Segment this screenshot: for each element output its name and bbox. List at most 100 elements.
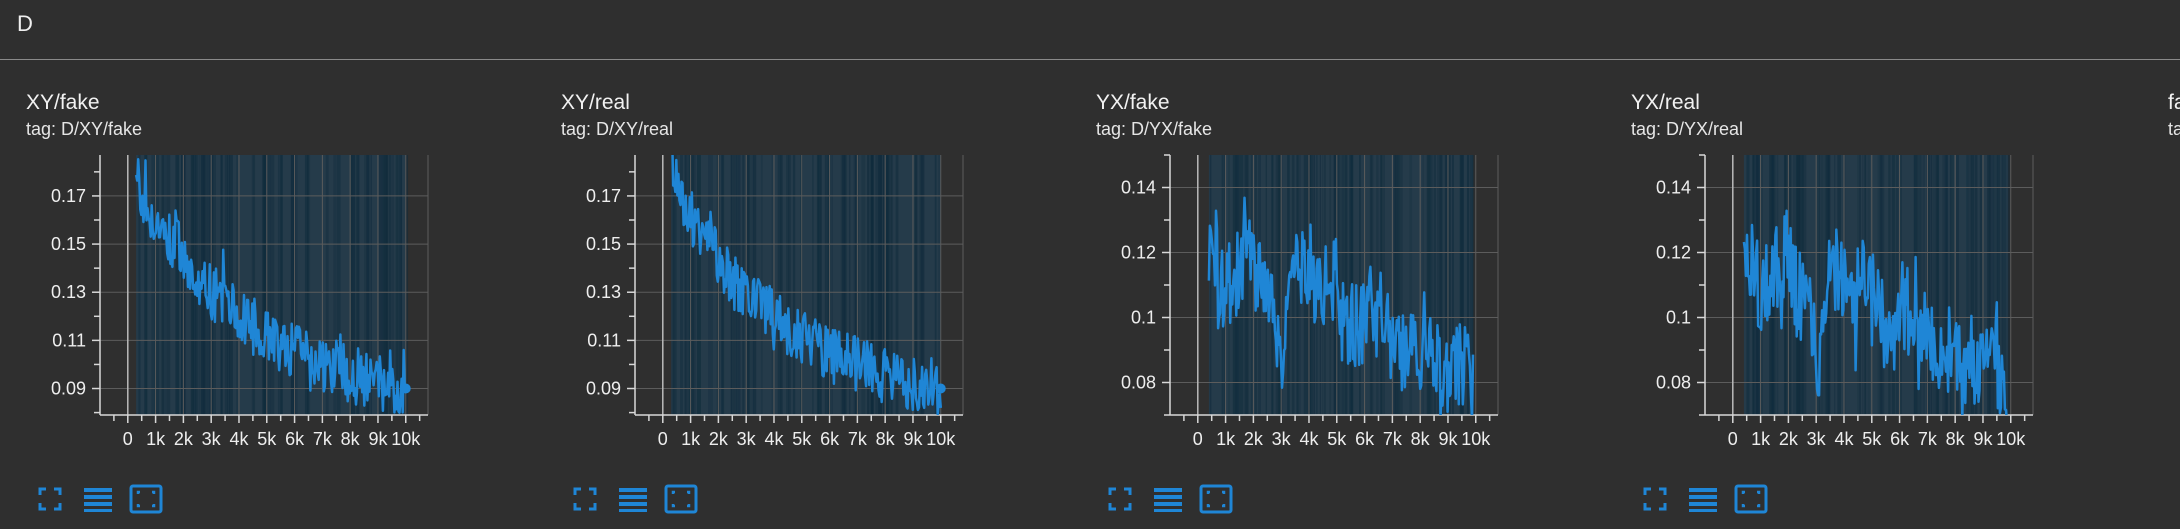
- band-stripe: [1444, 155, 1447, 415]
- x-tick-label: 4k: [764, 429, 784, 449]
- band-stripe: [263, 155, 268, 415]
- band-stripe: [888, 155, 891, 415]
- line-chart[interactable]: 0.09 0.11 0.13 0.15 0.17 0 1k 2k 3k 4k 5k 6k 7k 8k 9k 1…: [553, 155, 1073, 515]
- chart-card-xy-fake: XY/fake tag: D/XY/fake 0.09 0.11 0.13 0.15 0…: [18, 60, 538, 529]
- band-stripe: [1224, 155, 1226, 415]
- fullscreen-button[interactable]: [1637, 481, 1673, 517]
- band-stripe: [1995, 155, 1998, 415]
- band-stripe: [367, 155, 369, 415]
- y-tick-label: 0.09: [51, 379, 86, 399]
- band-stripe: [183, 155, 187, 415]
- band-stripe: [364, 155, 368, 415]
- band-stripe: [352, 155, 356, 415]
- x-tick-label: 2k: [174, 429, 194, 449]
- x-tick-label: 0: [1193, 429, 1203, 449]
- band-stripe: [915, 155, 917, 415]
- chart-card-yx-fake: YX/fake tag: D/YX/fake 0.08 0.1 0.12 0.14 0 1…: [1088, 60, 1608, 529]
- fit-domain-button[interactable]: [128, 481, 164, 517]
- band-stripe: [162, 155, 167, 415]
- toggle-log-scale-button[interactable]: [80, 481, 116, 517]
- band-stripe: [1277, 155, 1282, 415]
- band-stripe: [236, 155, 239, 415]
- band-stripe: [370, 155, 372, 415]
- band-stripe: [210, 155, 213, 415]
- band-stripe: [183, 155, 185, 415]
- band-stripe: [183, 155, 186, 415]
- band-stripe: [1936, 155, 1939, 415]
- band-stripe: [1344, 155, 1348, 415]
- band-stripe: [1245, 155, 1248, 415]
- fit-domain-button[interactable]: [1733, 481, 1769, 517]
- fit-domain-button[interactable]: [1198, 481, 1234, 517]
- toggle-log-scale-button[interactable]: [615, 481, 651, 517]
- band-stripe: [1966, 155, 1968, 415]
- band-stripe: [1932, 155, 1934, 415]
- fullscreen-button[interactable]: [567, 481, 603, 517]
- band-stripe: [1422, 155, 1424, 415]
- y-tick-label: 0.13: [51, 282, 86, 302]
- band-stripe: [1398, 155, 1403, 415]
- band-stripe: [395, 155, 399, 415]
- x-tick-label: 8k: [876, 429, 896, 449]
- band-stripe: [1968, 155, 1972, 415]
- toggle-log-scale-icon: [619, 488, 647, 512]
- toggle-log-scale-button[interactable]: [1685, 481, 1721, 517]
- band-stripe: [934, 155, 937, 415]
- x-tick-label: 6k: [1355, 429, 1375, 449]
- fit-domain-button[interactable]: [663, 481, 699, 517]
- band-stripe: [1337, 155, 1341, 415]
- x-tick-label: 9k: [368, 429, 388, 449]
- band-stripe: [684, 155, 687, 415]
- band-stripe: [383, 155, 387, 415]
- band-stripe: [307, 155, 311, 415]
- line-chart[interactable]: 0.09 0.11 0.13 0.15 0.17 0 1k 2k 3k 4k 5k 6k 7k 8k 9k 1…: [18, 155, 538, 515]
- band-stripe: [816, 155, 821, 415]
- fullscreen-button[interactable]: [1102, 481, 1138, 517]
- fullscreen-icon: [1108, 487, 1132, 511]
- band-stripe: [886, 155, 889, 415]
- band-stripe: [1396, 155, 1400, 415]
- line-chart[interactable]: 0.08 0.1 0.12 0.14 0 1k 2k 3k 4k 5k 6k 7k 8k 9k 10k: [1623, 154, 2143, 515]
- band-stripe: [1944, 155, 1947, 415]
- band-stripe: [1466, 155, 1469, 415]
- band-stripe: [1987, 155, 1992, 415]
- band-stripe: [229, 155, 233, 415]
- band-stripe: [1955, 155, 1959, 415]
- band-stripe: [760, 155, 763, 415]
- band-stripe: [1935, 155, 1940, 415]
- band-stripe: [1784, 155, 1789, 415]
- x-tick-label: 6k: [1890, 429, 1910, 449]
- group-header[interactable]: D: [0, 0, 2180, 60]
- band-stripe: [878, 155, 882, 415]
- band-stripe: [1430, 155, 1433, 415]
- band-stripe: [1383, 155, 1386, 415]
- x-tick-label: 1k: [681, 429, 701, 449]
- series-line: [671, 155, 943, 415]
- band-stripe: [1467, 155, 1469, 415]
- chart-tag: tag: D/YX/fake: [1096, 119, 1213, 139]
- band-stripe: [1278, 155, 1281, 415]
- band-stripe: [399, 155, 401, 415]
- band-stripe: [880, 155, 883, 415]
- band-stripe: [1818, 155, 1820, 415]
- band-stripe: [1439, 155, 1442, 415]
- band-stripe: [155, 155, 160, 415]
- band-stripe: [1784, 155, 1787, 415]
- band-stripe: [1393, 155, 1397, 415]
- y-tick-label: 0.08: [1656, 373, 1691, 393]
- toggle-log-scale-button[interactable]: [1150, 481, 1186, 517]
- band-stripe: [1979, 155, 1984, 415]
- band-stripe: [2001, 155, 2003, 415]
- y-tick-label: 0.1: [1131, 308, 1156, 328]
- y-tick-label: 0.11: [587, 330, 621, 350]
- band-stripe: [1820, 155, 1824, 415]
- chart-card-xy-real: XY/real tag: D/XY/real 0.09 0.11 0.13 0.15 0…: [553, 60, 1073, 529]
- series-end-point: [935, 383, 946, 394]
- band-stripe: [871, 155, 874, 415]
- band-stripe: [1828, 155, 1831, 415]
- band-stripe: [1918, 155, 1921, 415]
- series-line: [1207, 196, 1475, 415]
- line-chart[interactable]: 0.08 0.1 0.12 0.14 0 1k 2k 3k 4k 5k 6k 7k 8k 9k 10k: [1088, 154, 1608, 515]
- fullscreen-button[interactable]: [32, 481, 68, 517]
- band-stripe: [405, 155, 409, 415]
